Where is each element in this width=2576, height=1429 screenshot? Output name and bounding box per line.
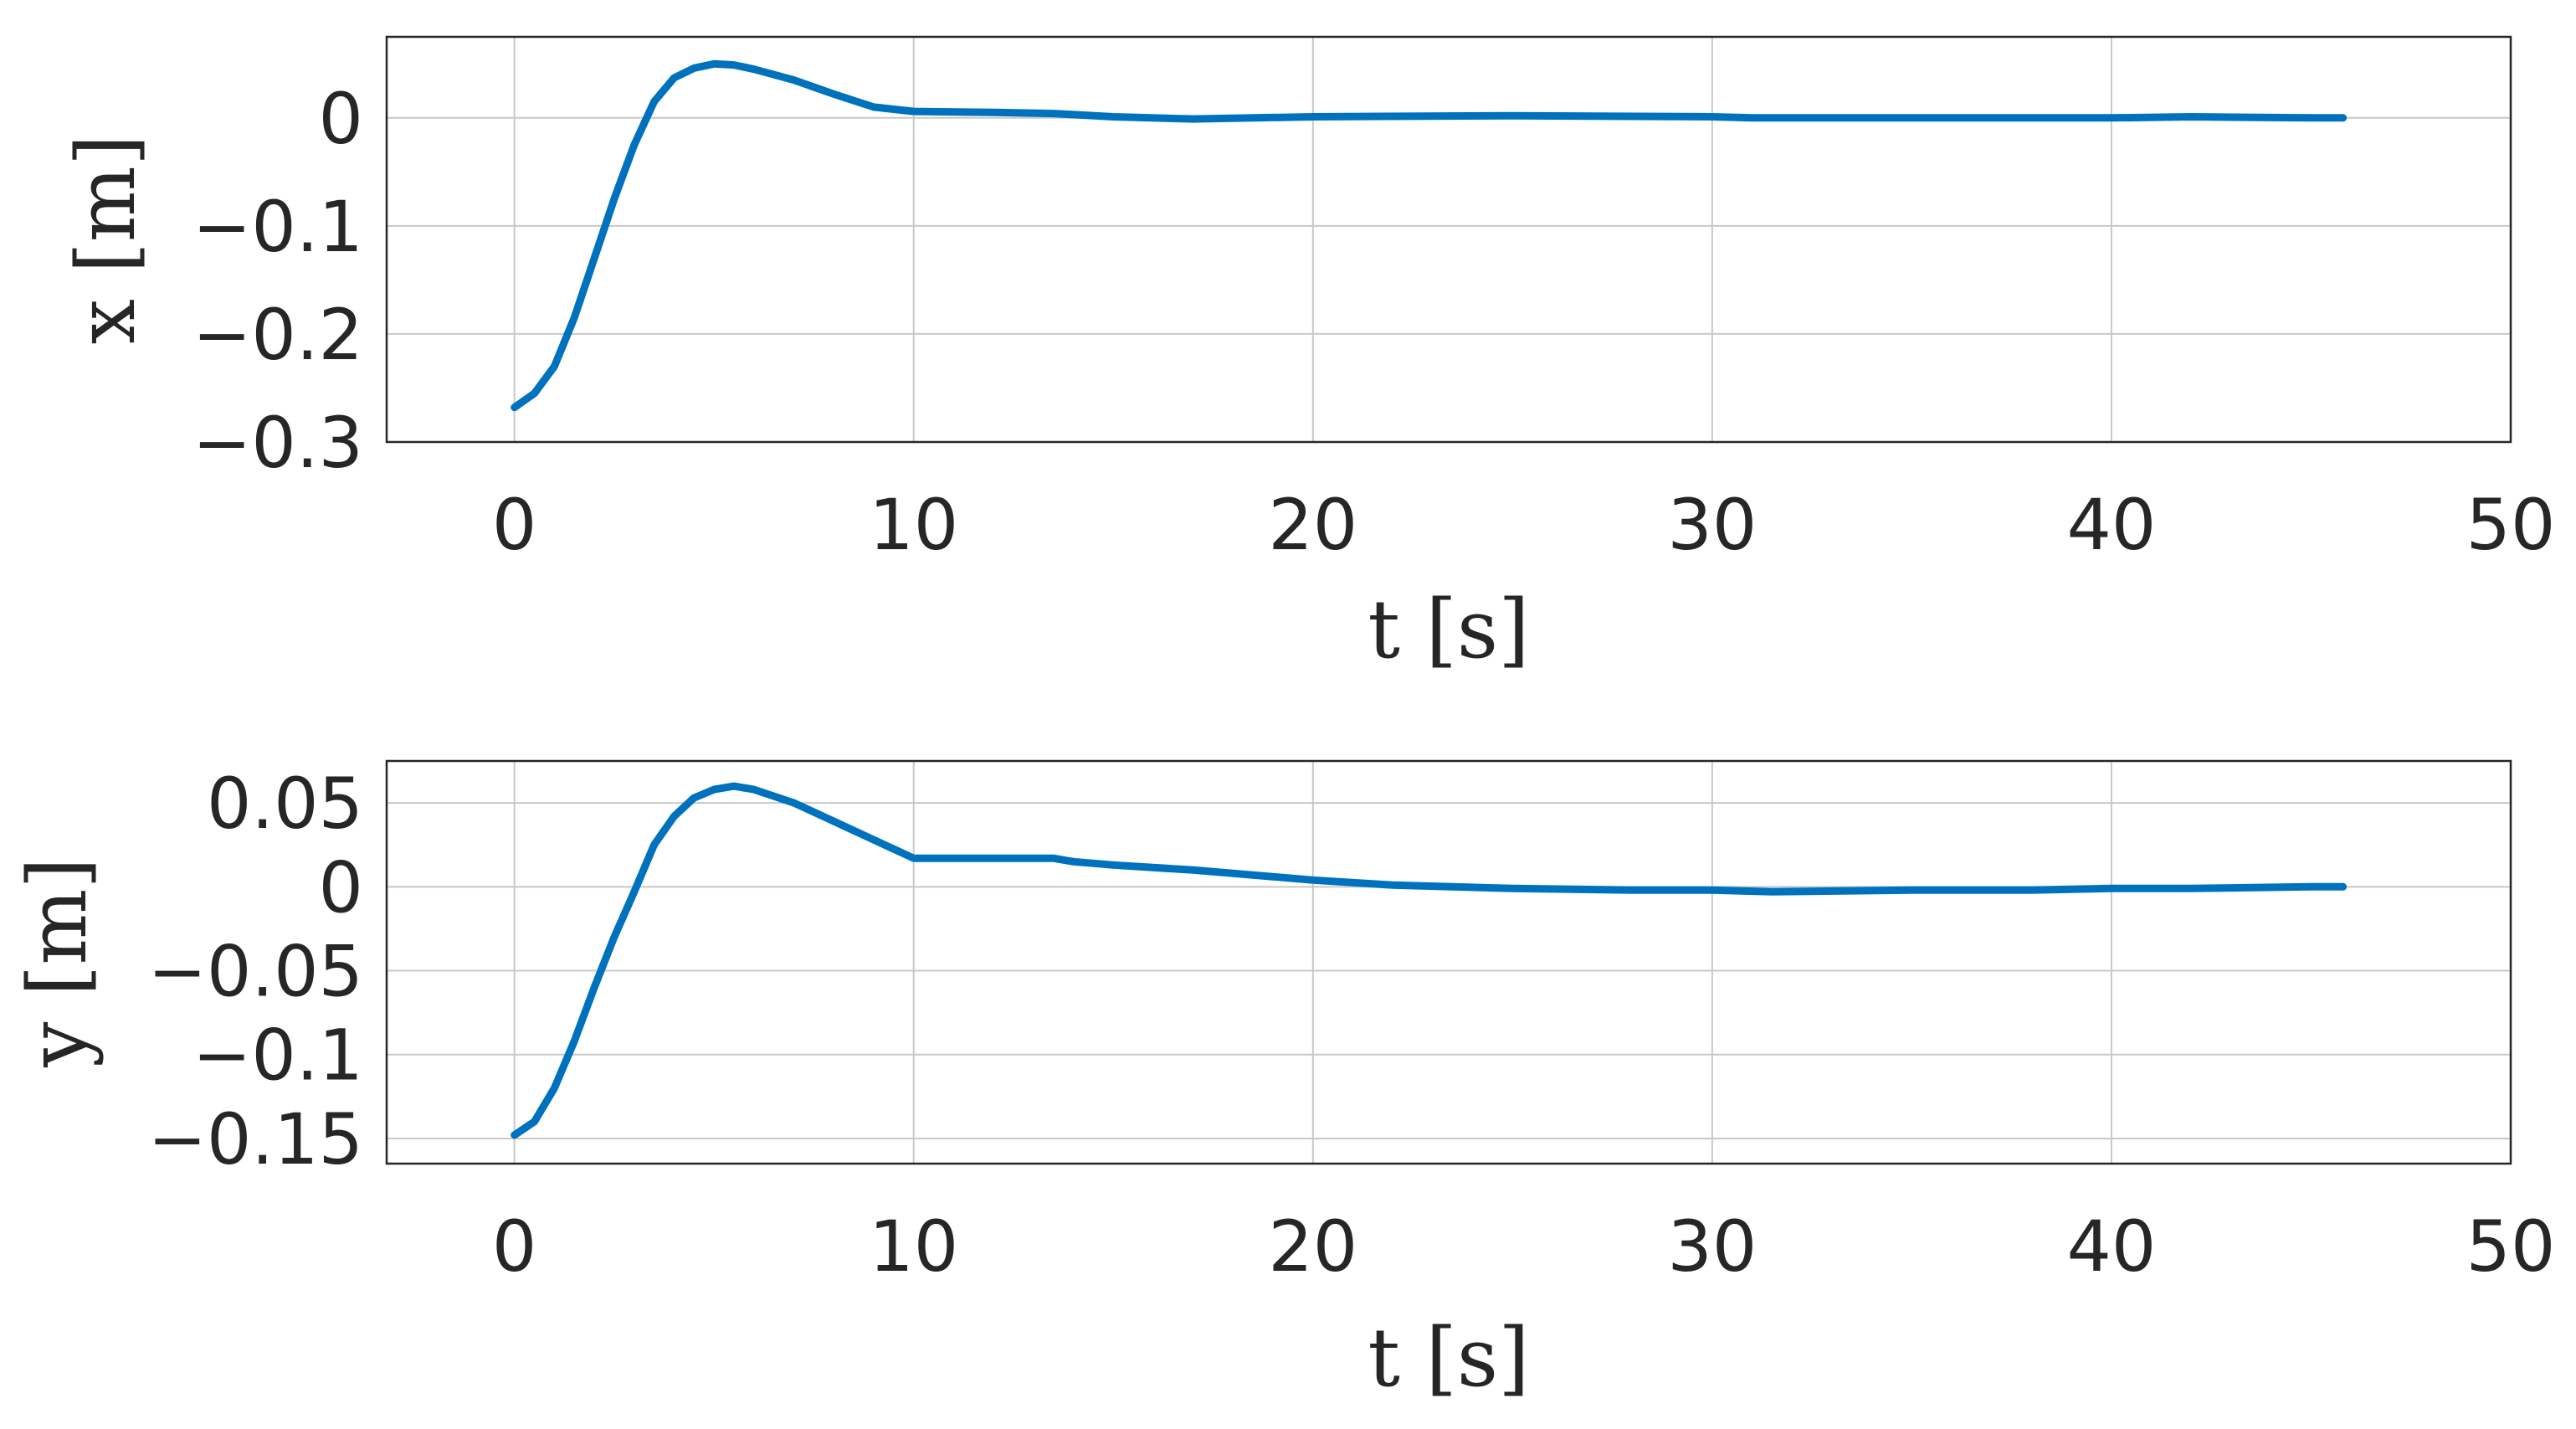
axes-box [385,759,2512,1165]
subplot-1: 0 10 20 30 40 50 −0.3 −0.2 −0.1 0 t [s] x [m] [59,35,2556,676]
y-tick-label: −0.1 [192,186,363,268]
x-tick-label: 10 [869,484,958,566]
y-tick-label: −0.3 [192,402,363,484]
y-tick-label: −0.05 [148,931,363,1013]
x-tick-label: 30 [1667,1205,1757,1288]
x-tick-label: 40 [2066,484,2156,566]
x-tick-label: 20 [1268,1205,1357,1288]
y-tick-label: −0.2 [192,294,363,376]
x-tick-label: 0 [492,1205,536,1288]
y-tick-label: 0.05 [207,763,363,845]
y-tick-label: 0 [319,78,363,160]
y-axis-label: y [m] [11,857,105,1068]
x-tick-label: 50 [2466,1205,2556,1288]
axes-box [385,35,2512,444]
x-tick-label: 20 [1268,484,1357,566]
x-tick-label: 0 [492,484,536,566]
x-tick-label: 40 [2066,1205,2156,1288]
y-tick-label: −0.15 [148,1098,363,1180]
x-tick-label: 30 [1667,484,1757,566]
y-tick-label: 0 [319,846,363,928]
y-axis-label: x [m] [59,135,153,345]
x-tick-label: 50 [2466,484,2556,566]
x-tick-label: 10 [869,1205,958,1288]
y-tick-label: −0.1 [192,1015,363,1097]
x-axis-label: t [s] [1368,1311,1529,1405]
series-line [511,59,2348,412]
x-axis-label: t [s] [1368,583,1529,676]
series-line [511,782,2348,1139]
